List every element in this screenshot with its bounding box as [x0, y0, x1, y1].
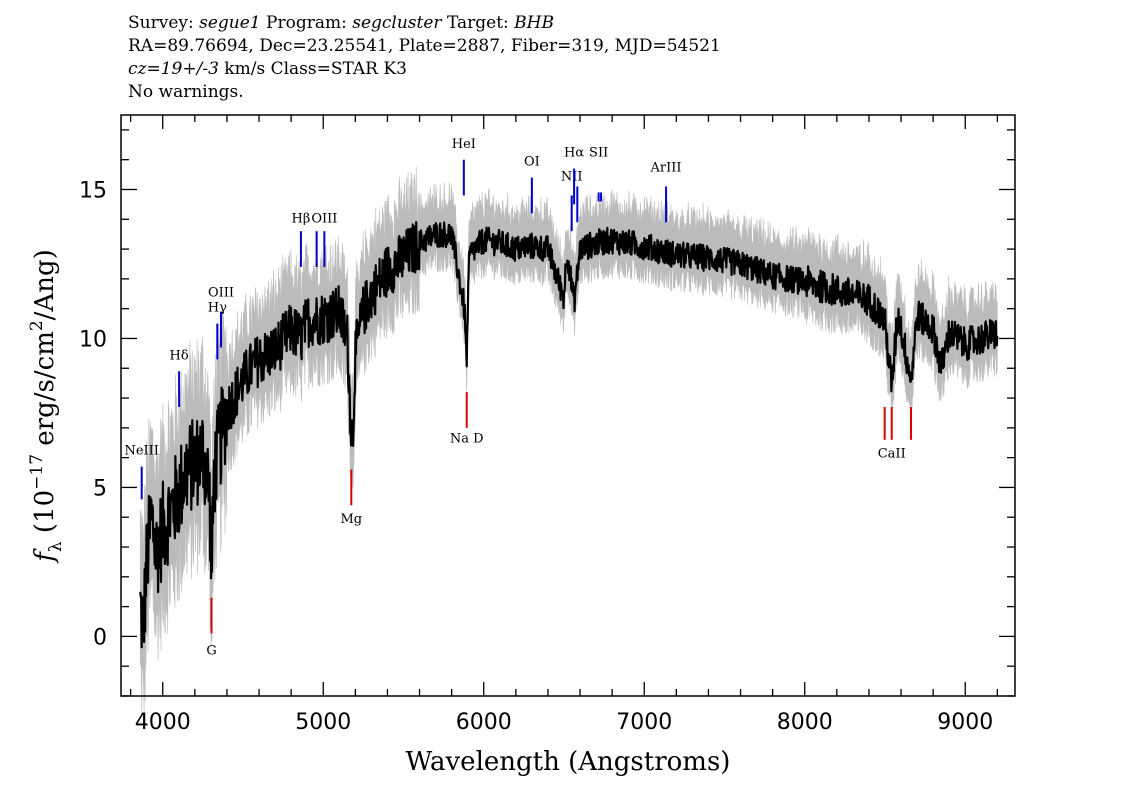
header-program-value: segcluster [352, 13, 442, 33]
header-survey-value: segue1 [199, 13, 261, 33]
spectrum-line [139, 221, 999, 649]
y-axis-title-sub: λ [46, 541, 66, 552]
emission-line-label: OIII [208, 286, 234, 301]
emission-line-label: OI [524, 155, 540, 170]
emission-line-label: SII [589, 146, 608, 161]
y-axis-title: fλ (10−17 erg/s/cm2/Ang) [27, 249, 66, 564]
emission-line-label: Hδ [170, 348, 189, 363]
x-tick-label: 4000 [135, 710, 191, 735]
y-tick-label: 5 [93, 476, 107, 501]
absorption-line-label: G [206, 643, 216, 658]
emission-line-label: ArIII [650, 161, 682, 176]
absorption-line-label: CaII [878, 447, 906, 462]
error-band-layer [140, 166, 998, 717]
x-axis-title: Wavelength (Angstroms) [406, 747, 731, 777]
plot-frame [120, 114, 1016, 697]
header-line-2: RA=89.76694, Dec=23.25541, Plate=2887, F… [128, 36, 721, 56]
axis-ticks-layer: 4000 5000 6000 7000 8000 9000 0 5 10 15 [79, 115, 1015, 735]
emission-line-label: Hγ [208, 301, 227, 316]
x-tick-label: 6000 [456, 710, 512, 735]
absorption-line-label: Na D [450, 432, 484, 447]
header-target-key: Target: [441, 13, 515, 33]
y-tick-label: 0 [93, 625, 107, 650]
header-line-4: No warnings. [128, 82, 244, 102]
header-class: km/s Class=STAR K3 [218, 59, 407, 79]
y-axis-title-pre: (10 [30, 490, 60, 542]
y-tick-label: 15 [79, 178, 107, 203]
x-tick-label: 7000 [616, 710, 672, 735]
spectrum-layer [139, 221, 999, 649]
y-axis-title-mid: erg/s/cm [30, 331, 60, 454]
emission-line-label: NeIII [124, 444, 158, 459]
emission-line-label: Hβ [291, 211, 310, 226]
emission-line-label: HeI [452, 137, 476, 152]
x-tick-label: 5000 [295, 710, 351, 735]
header-line-3: cz=19+/-3 km/s Class=STAR K3 [128, 58, 721, 81]
y-axis-title-post: /Ang) [30, 249, 60, 320]
emission-line-label: NII [561, 170, 583, 185]
absorption-line-label: Mg [341, 512, 363, 527]
header-survey-key: Survey: [128, 13, 200, 33]
error-band [140, 166, 998, 717]
emission-line-label: Hα [564, 146, 584, 161]
header-program-key: Program: [260, 13, 353, 33]
y-tick-label: 10 [79, 327, 107, 352]
y-axis-title-exp: −17 [27, 454, 47, 490]
header-target-value: BHB [514, 13, 554, 33]
spectrum-header: Survey: segue1 Program: segcluster Targe… [128, 12, 721, 104]
y-axis-title-exp2: 2 [27, 320, 47, 331]
emission-line-label: OIII [311, 211, 337, 226]
header-redshift: cz=19+/-3 [128, 59, 219, 79]
header-line-1: Survey: segue1 Program: segcluster Targe… [128, 12, 721, 35]
x-tick-label: 9000 [937, 710, 993, 735]
x-tick-label: 8000 [777, 710, 833, 735]
